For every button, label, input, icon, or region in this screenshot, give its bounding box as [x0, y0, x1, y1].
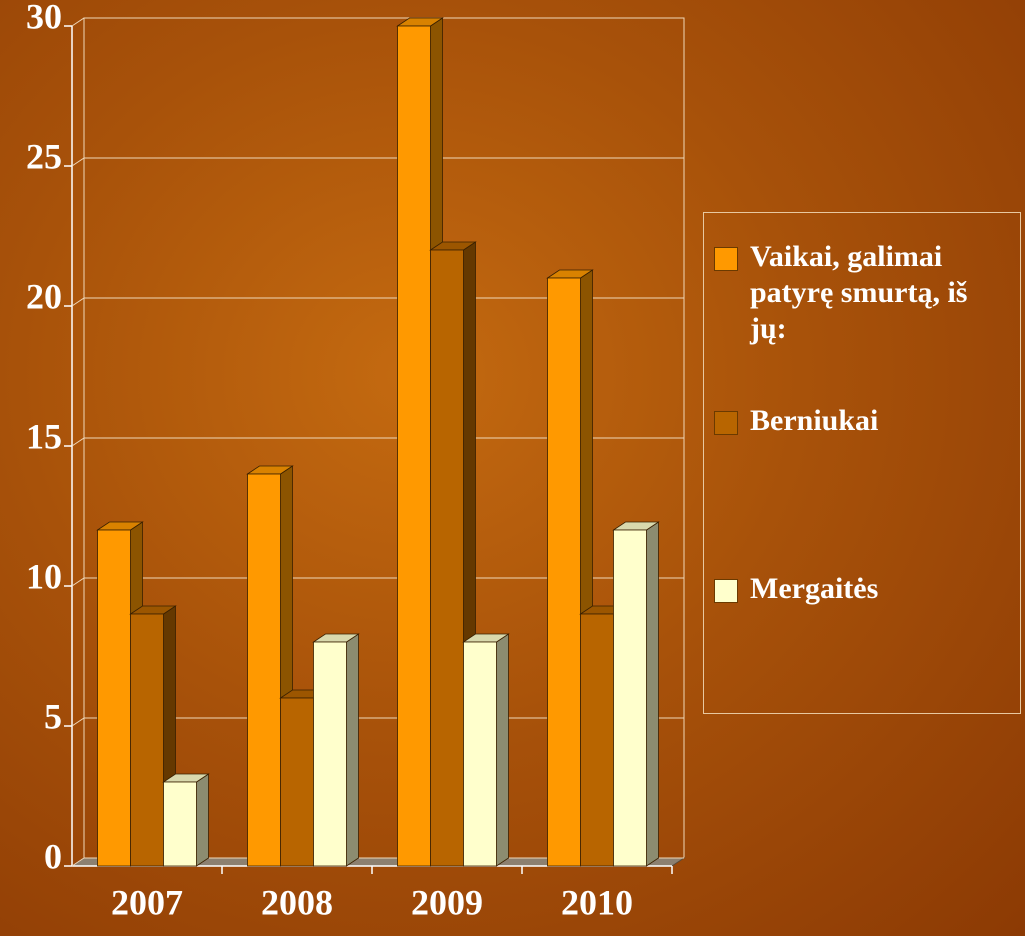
bar-front — [581, 614, 614, 866]
x-tick-label: 2008 — [261, 882, 333, 922]
legend-swatch — [714, 411, 738, 435]
bar-front — [314, 642, 347, 866]
bar — [314, 634, 359, 866]
bar-front — [164, 782, 197, 866]
bar-front — [398, 26, 431, 866]
x-tick-label: 2009 — [411, 882, 483, 922]
bar-front — [248, 474, 281, 866]
bar-front — [431, 250, 464, 866]
legend-swatch — [714, 247, 738, 271]
legend-entry: Mergaitės — [714, 571, 1014, 607]
legend-label: Vaikai, galimai patyrę smurtą, iš jų: — [750, 239, 986, 347]
page: {"chart_data": {"type": "bar3d", "catego… — [0, 0, 1025, 936]
bar — [614, 522, 659, 866]
bar-side — [647, 522, 659, 866]
y-tick-label: 5 — [44, 696, 62, 736]
y-tick-label: 25 — [26, 136, 62, 176]
bar-side — [497, 634, 509, 866]
y-tick-label: 20 — [26, 276, 62, 316]
y-tick-label: 30 — [26, 0, 62, 36]
bar-front — [548, 278, 581, 866]
bar-front — [98, 530, 131, 866]
bar — [164, 774, 209, 866]
legend-swatch — [714, 579, 738, 603]
bar-side — [197, 774, 209, 866]
grid-line — [72, 18, 684, 26]
bar-front — [131, 614, 164, 866]
bar-side — [347, 634, 359, 866]
x-tick-label: 2007 — [111, 882, 183, 922]
legend-entry: Vaikai, galimai patyrę smurtą, iš jų: — [714, 239, 1014, 347]
bar-front — [281, 698, 314, 866]
bar — [464, 634, 509, 866]
bar-front — [464, 642, 497, 866]
legend-entry: Berniukai — [714, 403, 1014, 439]
legend-label: Mergaitės — [750, 571, 986, 607]
y-tick-label: 15 — [26, 416, 62, 456]
bar-front — [614, 530, 647, 866]
x-tick-label: 2010 — [561, 882, 633, 922]
y-tick-label: 0 — [44, 836, 62, 876]
legend-label: Berniukai — [750, 403, 986, 439]
y-tick-label: 10 — [26, 556, 62, 596]
legend: Vaikai, galimai patyrę smurtą, iš jų: Ber… — [703, 212, 1021, 714]
grid-line — [72, 158, 684, 166]
